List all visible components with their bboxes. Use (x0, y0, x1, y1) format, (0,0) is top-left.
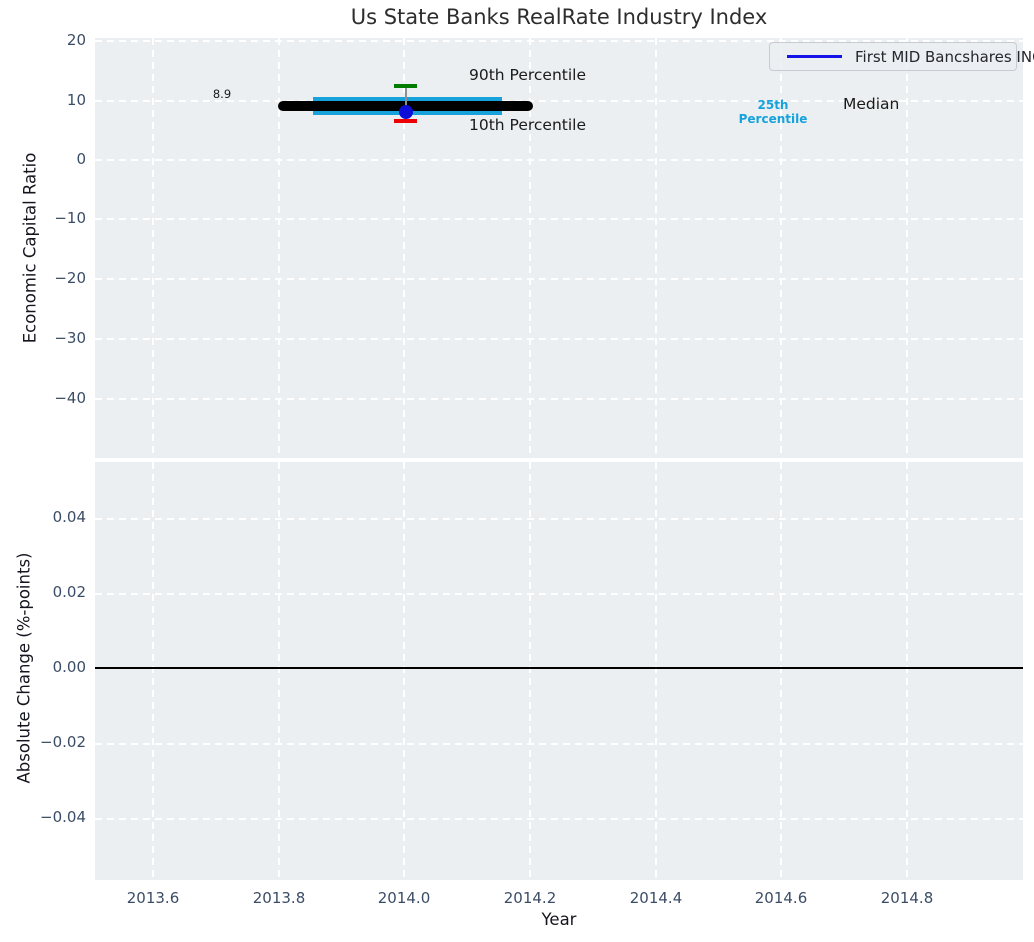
y-tick-label: 0 (76, 150, 86, 168)
gridline (95, 159, 1023, 161)
gridline (906, 462, 908, 880)
x-tick-label: 2014.6 (754, 889, 808, 907)
gridline (95, 278, 1023, 280)
y-tick-label: 0.02 (52, 583, 86, 601)
gridline (906, 38, 908, 458)
y-axis-label-top: Economic Capital Ratio (20, 152, 40, 344)
gridline (95, 218, 1023, 220)
gridline (278, 462, 280, 880)
y-tick-label: −0.04 (40, 808, 86, 826)
y-tick-label: 0.04 (52, 508, 86, 526)
error-bar-line (405, 87, 407, 113)
gridline (655, 462, 657, 880)
subplot-divider (95, 458, 1023, 462)
gridline (655, 38, 657, 458)
zero-reference-line (95, 667, 1023, 669)
y-tick-label: −10 (54, 209, 86, 227)
gridline (152, 462, 154, 880)
x-tick-label: 2014.2 (503, 889, 557, 907)
gridline (95, 100, 1023, 102)
x-tick-label: 2013.8 (252, 889, 306, 907)
chart-title: Us State Banks RealRate Industry Index (350, 5, 768, 29)
gridline (95, 398, 1023, 400)
top-subplot: 8.9 90th Percentile 10th Percentile 25th… (95, 38, 1034, 458)
y-tick-label: −40 (54, 389, 86, 407)
gridline (95, 40, 1023, 42)
gridline (529, 462, 531, 880)
company-data-point (399, 105, 413, 119)
gridline (95, 338, 1023, 340)
annotation-median-value: 8.9 (212, 87, 232, 101)
y-tick-label: 0.00 (52, 658, 86, 676)
y-tick-label: −20 (54, 269, 86, 287)
x-tick-label: 2014.8 (880, 889, 934, 907)
x-tick-label: 2014.4 (629, 889, 683, 907)
error-bar-cap-10th (394, 119, 417, 123)
x-tick-label: 2014.0 (377, 889, 431, 907)
gridline (152, 38, 154, 458)
y-tick-label: −30 (54, 329, 86, 347)
annotation-25th-percentile: 25th Percentile (738, 98, 808, 126)
x-tick-label: 2013.6 (126, 889, 180, 907)
annotation-median-label: Median (843, 95, 900, 113)
y-axis-label-bottom: Absolute Change (%-points) (14, 552, 34, 784)
gridline (95, 743, 1023, 745)
legend: First MID Bancshares INC (769, 42, 1034, 71)
gridline (95, 593, 1023, 595)
y-tick-label: 20 (66, 31, 86, 49)
gridline (780, 38, 782, 458)
gridline (403, 462, 405, 880)
x-axis-label: Year (541, 910, 577, 929)
gridline (780, 462, 782, 880)
legend-series-label: First MID Bancshares INC (855, 47, 1034, 66)
bottom-subplot (95, 462, 1023, 880)
y-tick-label: −0.02 (40, 733, 86, 751)
annotation-90th-percentile: 90th Percentile (469, 66, 587, 84)
gridline (95, 518, 1023, 520)
gridline (403, 38, 405, 458)
error-bar-cap-90th (394, 84, 417, 88)
gridline (278, 38, 280, 458)
annotation-10th-percentile: 10th Percentile (469, 116, 587, 134)
gridline (529, 38, 531, 458)
legend-line-icon (787, 55, 842, 58)
y-tick-label: 10 (66, 91, 86, 109)
gridline (95, 818, 1023, 820)
